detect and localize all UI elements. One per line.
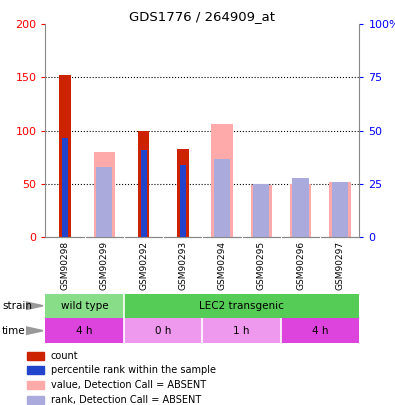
Text: 4 h: 4 h [312, 326, 329, 336]
Text: GSM90299: GSM90299 [100, 241, 109, 290]
Text: GSM90294: GSM90294 [218, 241, 227, 290]
Title: GDS1776 / 264909_at: GDS1776 / 264909_at [130, 10, 275, 23]
Bar [45, 294, 124, 318]
Text: strain: strain [2, 301, 32, 311]
Text: value, Detection Call = ABSENT: value, Detection Call = ABSENT [51, 379, 206, 390]
Bar [177, 149, 189, 237]
Bar [59, 75, 71, 237]
Bar [290, 184, 311, 237]
Text: count: count [51, 351, 79, 361]
Text: 1 h: 1 h [233, 326, 250, 336]
Bar [124, 294, 359, 318]
Bar [62, 138, 68, 237]
Text: GSM90292: GSM90292 [139, 241, 148, 290]
Bar [27, 381, 44, 389]
Bar [138, 130, 149, 237]
Text: LEC2 transgenic: LEC2 transgenic [199, 301, 284, 311]
Bar [211, 124, 233, 237]
Bar [202, 318, 281, 343]
Text: GSM90295: GSM90295 [257, 241, 266, 290]
Polygon shape [26, 302, 43, 310]
Bar [27, 366, 44, 374]
Bar [27, 396, 44, 404]
Bar [281, 318, 359, 343]
Text: GSM90298: GSM90298 [60, 241, 70, 290]
Text: GSM90293: GSM90293 [178, 241, 187, 290]
Text: GSM90296: GSM90296 [296, 241, 305, 290]
Bar [124, 318, 202, 343]
Bar [253, 184, 269, 237]
Text: GSM90297: GSM90297 [335, 241, 344, 290]
Bar [214, 159, 230, 237]
Bar [332, 181, 348, 237]
Polygon shape [26, 327, 43, 335]
Text: rank, Detection Call = ABSENT: rank, Detection Call = ABSENT [51, 395, 201, 405]
Text: time: time [2, 326, 26, 336]
Bar [292, 179, 308, 237]
Bar [45, 318, 124, 343]
Bar [141, 150, 147, 237]
Bar [250, 185, 272, 237]
Text: 4 h: 4 h [76, 326, 93, 336]
Bar [180, 164, 186, 237]
Bar [94, 152, 115, 237]
Bar [329, 181, 351, 237]
Text: 0 h: 0 h [155, 326, 171, 336]
Text: wild type: wild type [61, 301, 109, 311]
Text: percentile rank within the sample: percentile rank within the sample [51, 365, 216, 375]
Bar [96, 167, 113, 237]
Bar [27, 352, 44, 360]
